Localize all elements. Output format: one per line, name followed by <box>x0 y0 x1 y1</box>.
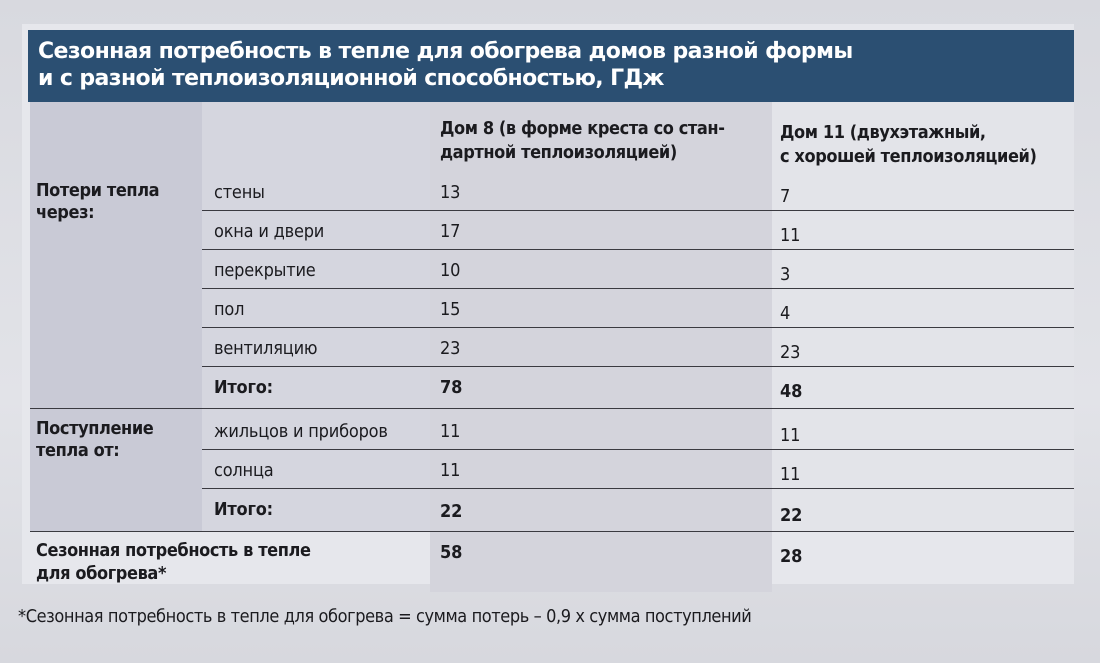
losses-row-label: окна и двери <box>214 221 325 242</box>
losses-row-h8: 15 <box>440 299 461 320</box>
losses-row-h8: 13 <box>440 182 461 203</box>
gains-row-label: жильцов и приборов <box>214 421 388 442</box>
losses-row-h8: 17 <box>440 221 461 242</box>
gains-total-h8: 22 <box>440 501 463 522</box>
losses-group-label-line-1: Потери тепла <box>36 180 160 201</box>
gains-row-h8: 11 <box>440 421 461 442</box>
title-line-1: Сезонная потребность в тепле для обогрев… <box>38 39 853 64</box>
row-divider <box>202 449 1074 450</box>
losses-row-label: пол <box>214 299 245 320</box>
gains-total-h11: 22 <box>780 505 803 526</box>
gains-row-h11: 11 <box>780 425 801 446</box>
gains-total-label: Итого: <box>214 499 273 520</box>
house11-header-line-1: Дом 11 (двухэтажный, <box>780 122 986 143</box>
gains-row-label: солнца <box>214 460 274 481</box>
row-divider <box>202 288 1074 289</box>
table-body: Дом 8 (в форме креста со стан- дартной т… <box>22 102 1074 592</box>
demand-label-line-2: для обогрева* <box>36 563 167 584</box>
losses-row-label: перекрытие <box>214 260 316 281</box>
gains-row-h8: 11 <box>440 460 461 481</box>
losses-row-h8: 23 <box>440 338 461 359</box>
losses-group-label-line-2: через: <box>36 202 95 223</box>
item-column-bg <box>202 102 430 532</box>
losses-row-h11: 23 <box>780 342 801 363</box>
losses-row-label: вентиляцию <box>214 338 318 359</box>
house8-column-bg <box>430 102 772 592</box>
losses-row-label: стены <box>214 182 265 203</box>
losses-total-h11: 48 <box>780 381 803 402</box>
losses-row-h11: 11 <box>780 225 801 246</box>
losses-row-h8: 10 <box>440 260 461 281</box>
demand-h8: 58 <box>440 542 463 563</box>
losses-row-h11: 7 <box>780 186 791 207</box>
house11-header-line-2: с хорошей теплоизоляцией) <box>780 146 1037 167</box>
row-divider <box>202 366 1074 367</box>
row-divider <box>202 488 1074 489</box>
row-divider <box>202 327 1074 328</box>
gains-group-label-line-1: Поступление <box>36 418 154 439</box>
house8-header-line-1: Дом 8 (в форме креста со стан- <box>440 118 725 139</box>
group-divider <box>30 408 1074 409</box>
footnote: *Сезонная потребность в тепле для обогре… <box>18 606 752 627</box>
row-divider <box>202 249 1074 250</box>
table-title: Сезонная потребность в тепле для обогрев… <box>28 30 1074 102</box>
losses-total-h8: 78 <box>440 377 463 398</box>
row-divider <box>202 210 1074 211</box>
gains-row-h11: 11 <box>780 464 801 485</box>
losses-total-label: Итого: <box>214 377 273 398</box>
gains-group-label-line-2: тепла от: <box>36 440 120 461</box>
demand-h11: 28 <box>780 546 803 567</box>
house8-header-line-2: дартной теплоизоляцией) <box>440 142 677 163</box>
losses-row-h11: 3 <box>780 264 791 285</box>
title-line-2: и с разной теплоизоляционной способность… <box>38 66 664 91</box>
house11-column-bg <box>772 102 1074 532</box>
losses-row-h11: 4 <box>780 303 791 324</box>
group-divider <box>30 531 1074 532</box>
demand-label-line-1: Сезонная потребность в тепле <box>36 540 311 561</box>
